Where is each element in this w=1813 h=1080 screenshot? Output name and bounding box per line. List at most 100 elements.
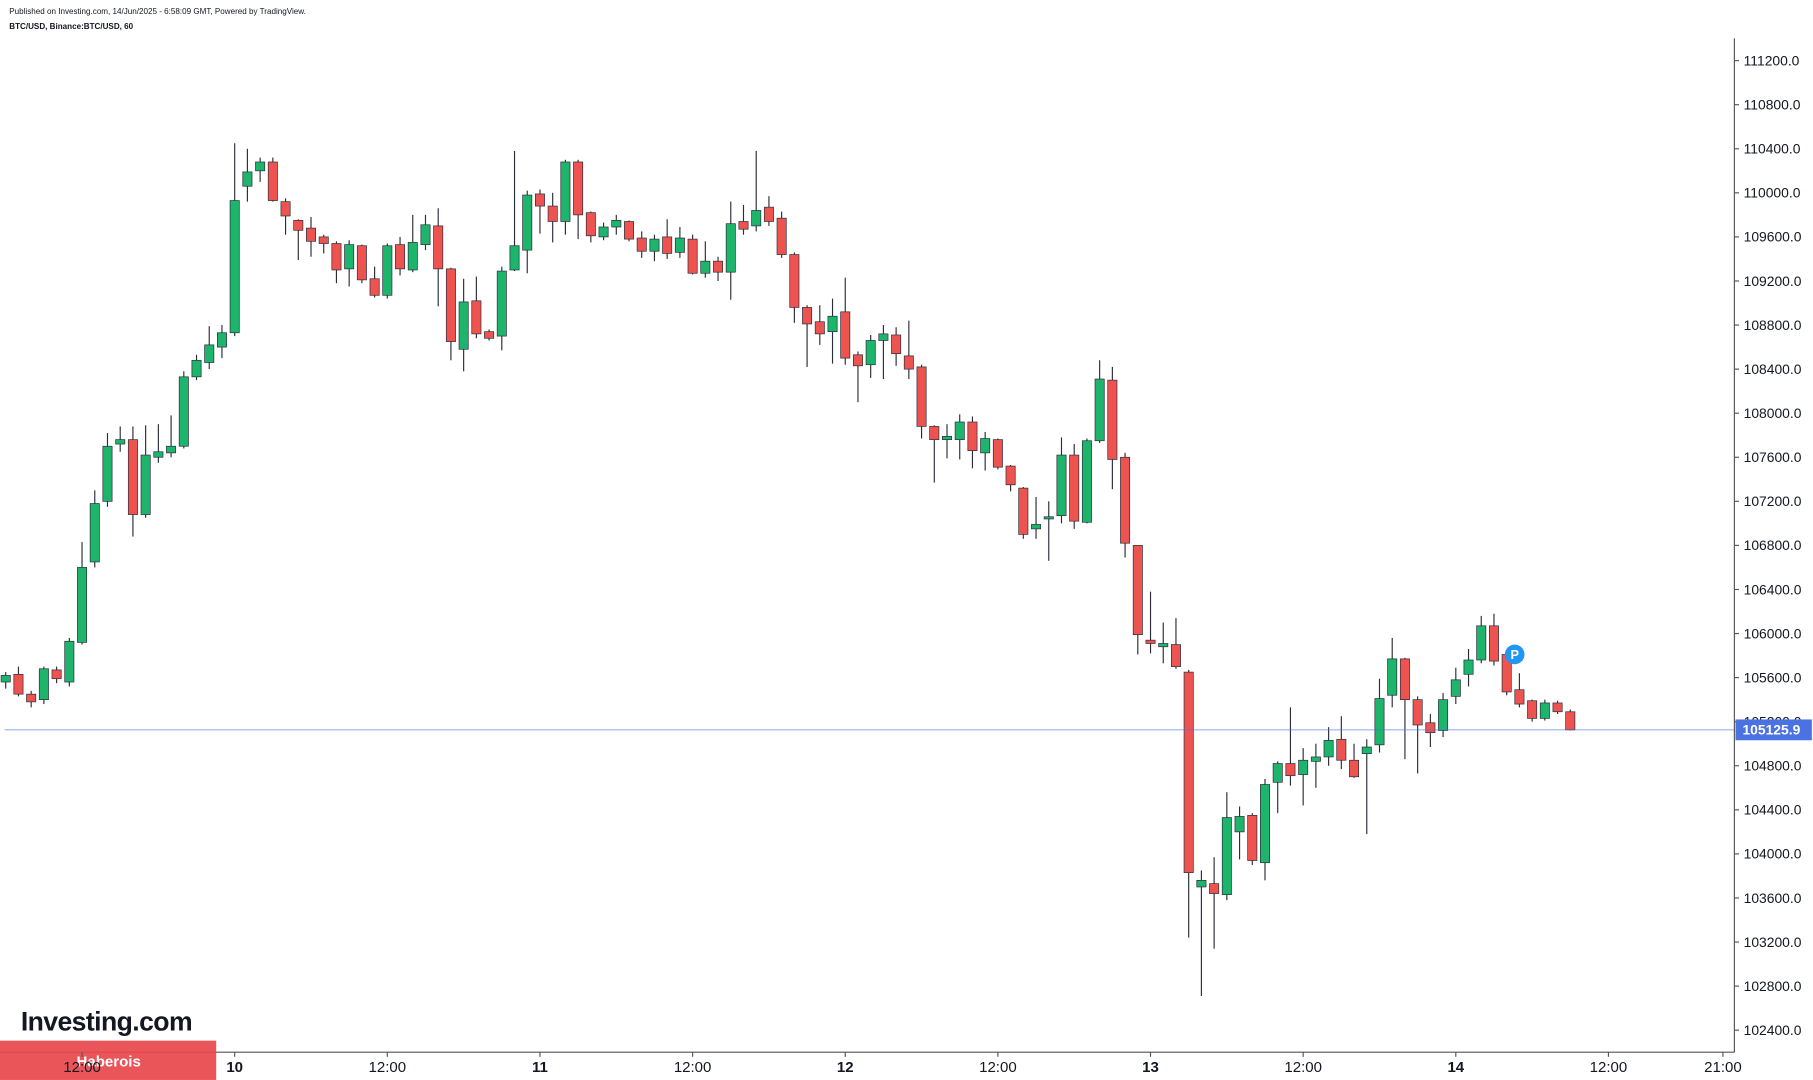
candle-body (700, 260, 711, 274)
candle-body (967, 421, 978, 452)
candle-body (267, 161, 278, 201)
x-tick-label: 12:00 (1284, 1059, 1322, 1076)
candle-body (1565, 711, 1576, 731)
candle-body (420, 224, 431, 245)
last-price-label: 105125.9 (1742, 722, 1800, 738)
y-tick-label: 103600.0 (1744, 890, 1802, 906)
candle-body (903, 355, 914, 370)
y-tick-label: 107200.0 (1744, 493, 1802, 509)
candle-body (64, 640, 75, 683)
candle-body (763, 206, 774, 222)
candle-body (191, 359, 202, 378)
candle-body (1387, 658, 1398, 696)
candle-body (0, 675, 11, 683)
candle-body (687, 238, 698, 274)
candle-body (1399, 658, 1410, 701)
candle-body (38, 668, 49, 701)
candle-body (1438, 699, 1449, 731)
watermark-box (0, 1040, 217, 1080)
candle-body (662, 236, 673, 254)
candle-body (1158, 643, 1169, 648)
candle-body (942, 435, 952, 440)
candle-body (751, 210, 762, 227)
plot-area (0, 143, 1735, 997)
candle-body (814, 321, 825, 335)
candle-body (534, 193, 545, 207)
candle-body (865, 340, 876, 366)
candle-body (140, 454, 151, 515)
y-tick-label: 110000.0 (1744, 185, 1801, 201)
candle-body (1527, 700, 1538, 719)
candle-body (89, 503, 100, 563)
candle-body (166, 445, 177, 454)
candle-body (1056, 454, 1067, 517)
candle-body (1539, 702, 1550, 719)
candle-body (1463, 659, 1474, 675)
candle-body (1361, 746, 1372, 754)
y-tick-label: 108400.0 (1744, 361, 1802, 377)
y-tick-label: 104000.0 (1744, 846, 1802, 862)
candle-body (1323, 740, 1334, 758)
candle-body (522, 194, 533, 251)
candle-body (306, 227, 316, 242)
candle-body (178, 376, 189, 447)
candle-body (255, 161, 266, 172)
watermark: Haberois (77, 1054, 141, 1071)
annotation-badge (1504, 644, 1525, 665)
x-tick-label: 13 (1142, 1059, 1159, 1076)
y-tick-label: 110800.0 (1744, 97, 1801, 113)
y-tick-label: 104800.0 (1744, 758, 1802, 774)
candle-body (395, 244, 406, 270)
y-tick-label: 107600.0 (1744, 449, 1802, 465)
candle-body (216, 332, 227, 348)
candle-body (1209, 883, 1220, 894)
candle-body (318, 236, 329, 244)
candle-body (1107, 379, 1118, 460)
candle-body (916, 366, 927, 427)
x-tick-label: 12:00 (369, 1059, 407, 1076)
x-tick-label: 14 (1447, 1059, 1464, 1076)
y-tick-label: 103200.0 (1744, 934, 1802, 950)
candle-body (458, 301, 469, 350)
candle-body (1336, 738, 1347, 761)
candle-body (102, 445, 113, 502)
candle-body (674, 237, 685, 253)
last-price-box (1735, 719, 1812, 741)
y-tick-label: 109200.0 (1744, 273, 1802, 289)
candle-body (204, 344, 215, 363)
y-tick-label: 104400.0 (1744, 802, 1802, 818)
candle-body (26, 693, 37, 703)
candle-body (1476, 625, 1487, 661)
candle-body (293, 220, 304, 231)
candle-body (980, 438, 991, 454)
candle-body (51, 669, 62, 680)
candle-body (636, 237, 647, 252)
candle-body (929, 426, 940, 440)
candle-body (1132, 545, 1143, 635)
candle-body (776, 217, 787, 255)
x-tick-label: 12:00 (1590, 1059, 1628, 1076)
candle-body (280, 201, 291, 217)
y-tick-label: 105600.0 (1744, 669, 1802, 685)
candle-body (560, 161, 571, 222)
candle-body (827, 315, 838, 333)
candle-body (624, 221, 634, 240)
x-tick-label: 12:00 (63, 1059, 101, 1076)
candle-body (1018, 487, 1029, 535)
annotation-label: P (1510, 647, 1519, 662)
candle-body (1043, 516, 1054, 520)
candle-body (344, 244, 355, 270)
x-tick-label: 10 (226, 1059, 243, 1076)
candle-body (1031, 524, 1042, 530)
published-note: Published on Investing.com, 14/Jun/2025 … (9, 7, 306, 16)
candle-body (1488, 625, 1499, 662)
candle-body (738, 221, 749, 230)
y-tick-label: 108800.0 (1744, 317, 1802, 333)
y-tick-label: 111200.0 (1744, 52, 1800, 68)
logo: Investing.com (21, 1006, 192, 1036)
candle-body (852, 354, 863, 367)
candle-body (1272, 763, 1283, 783)
candle-body (1069, 454, 1080, 522)
y-tick-label: 106000.0 (1744, 625, 1802, 641)
